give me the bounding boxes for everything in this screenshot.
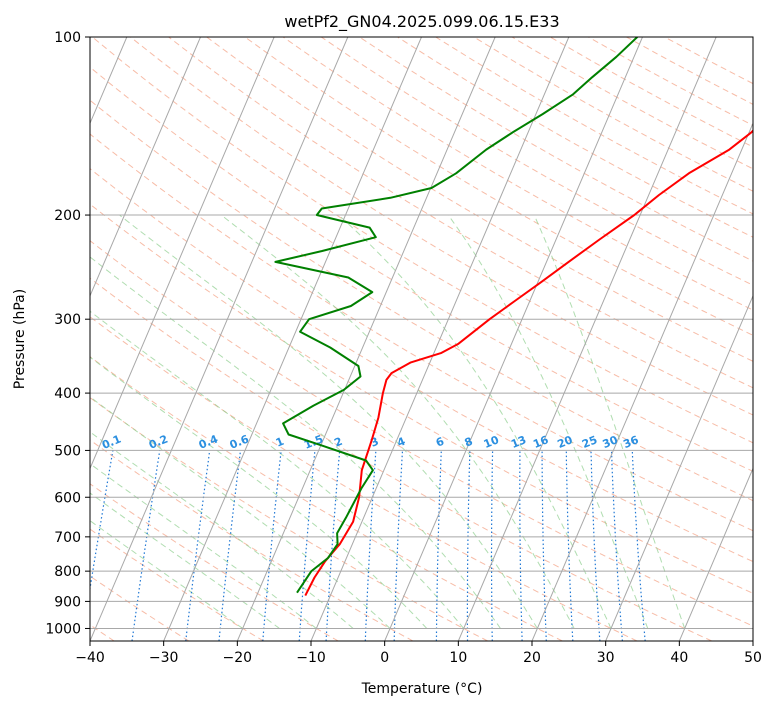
mixing-ratio-line [262, 450, 282, 641]
dry-adiabat-line [90, 316, 638, 641]
mixing-ratio-label: 10 [482, 433, 501, 451]
dry-adiabat-line [90, 99, 753, 502]
x-tick-label: −30 [149, 650, 179, 666]
moist-adiabat-line [90, 356, 428, 629]
y-axis: 100 200 300 400 500 600 700 800 900 1000 [45, 30, 90, 637]
dry-adiabat-line [90, 356, 563, 641]
dry-adiabat-line [90, 483, 339, 641]
dry-adiabat-line [90, 133, 753, 532]
y-tick-label: 700 [54, 530, 81, 546]
dry-adiabat-line [90, 203, 753, 594]
y-tick-label: 900 [54, 594, 81, 610]
y-axis-label: Pressure (hPa) [12, 289, 28, 389]
x-tick-label: −40 [75, 650, 105, 666]
dewpoint-profile [274, 37, 638, 594]
y-tick-label: 300 [54, 312, 81, 328]
isotherm-line [310, 37, 570, 641]
mixing-ratio-label: 30 [601, 433, 620, 451]
dry-adiabat-line [130, 37, 753, 416]
dry-adiabat-line [90, 277, 712, 641]
isotherm-line [605, 294, 753, 641]
x-tick-label: 20 [523, 650, 541, 666]
plot-area: -100-90-80-70-60-50-40-30-20-10010203040… [90, 37, 753, 641]
mixing-ratio-label: 36 [621, 433, 640, 451]
mixing-ratio-label: 3 [369, 435, 381, 450]
mixing-ratio-label: 8 [463, 435, 475, 450]
x-tick-label: −20 [223, 650, 253, 666]
x-tick-label: 40 [670, 650, 688, 666]
x-tick-label: −10 [296, 650, 326, 666]
mixing-ratio-label: 2 [332, 435, 344, 450]
mixing-ratio-line [90, 450, 114, 593]
chart-title: wetPf2_GN04.2025.099.06.15.E33 [284, 12, 559, 32]
dry-adiabat-line [90, 528, 264, 641]
moist-adiabat-line [90, 520, 243, 629]
mixing-ratio-label: 20 [555, 433, 574, 451]
y-tick-label: 100 [54, 30, 81, 46]
dry-adiabat-line [282, 37, 753, 311]
y-tick-label: 1000 [45, 621, 81, 637]
isotherms [90, 37, 753, 641]
y-tick-label: 500 [54, 443, 81, 459]
isotherm-line [678, 467, 753, 641]
isotherm-line [457, 37, 717, 641]
y-tick-label: 800 [54, 564, 81, 580]
y-tick-label: 400 [54, 386, 81, 402]
mixing-ratio-label: 25 [580, 433, 599, 451]
isotherm-line [384, 37, 643, 641]
isotherm-line [236, 37, 496, 641]
x-tick-label: 30 [597, 650, 615, 666]
mixing-ratio-line [218, 450, 242, 641]
temperature-profile [304, 129, 753, 597]
y-tick-label: 200 [54, 208, 81, 224]
isotherm-line [90, 37, 349, 641]
isotherm-line [531, 122, 753, 641]
mixing-ratio-label: 13 [509, 433, 528, 451]
plot-frame [89, 36, 754, 642]
mixing-ratio-label: 1 [274, 435, 286, 450]
x-axis-label: Temperature (°C) [361, 681, 483, 697]
mixing-ratio-line [185, 450, 211, 641]
y-tick-label: 600 [54, 490, 81, 506]
profile-series [274, 37, 753, 597]
isotherm-line [163, 37, 422, 641]
x-tick-label: 0 [380, 650, 389, 666]
isotherm-line [90, 37, 201, 298]
mixing-ratio-label: 16 [531, 433, 550, 451]
dry-adiabat-line [90, 240, 753, 627]
x-tick-label: 50 [744, 650, 762, 666]
moist-adiabat-line [90, 396, 391, 629]
x-axis: −40 −30 −20 −10 0 10 20 30 40 50 [75, 641, 762, 666]
x-tick-label: 10 [449, 650, 467, 666]
isobars [90, 37, 753, 629]
dry-adiabat-line [244, 37, 753, 336]
dry-adiabats [90, 37, 753, 641]
isotherm-line [90, 37, 275, 470]
dry-adiabat-line [91, 37, 753, 444]
